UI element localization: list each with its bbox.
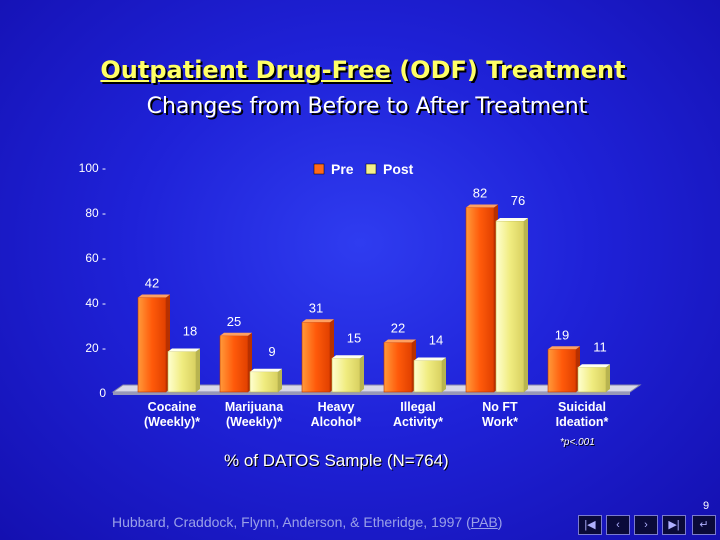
bar-top bbox=[384, 339, 416, 343]
bar-top bbox=[548, 346, 580, 350]
x-tick-label: Heavy bbox=[318, 400, 355, 414]
citation-link[interactable]: PAB bbox=[470, 514, 498, 530]
return-button[interactable]: ↵ bbox=[692, 515, 716, 535]
bar-top bbox=[138, 294, 170, 298]
bar-post bbox=[249, 371, 279, 393]
bar-post bbox=[495, 220, 525, 393]
citation-close: ) bbox=[497, 514, 503, 530]
x-tick-label: Activity* bbox=[393, 415, 443, 429]
bar-side bbox=[278, 368, 282, 392]
citation: Hubbard, Craddock, Flynn, Anderson, & Et… bbox=[112, 514, 502, 530]
data-label: 22 bbox=[391, 321, 405, 336]
data-label: 76 bbox=[511, 193, 525, 208]
bar-side bbox=[360, 355, 364, 392]
bar-top bbox=[578, 364, 610, 368]
bar-pre bbox=[547, 348, 577, 393]
data-label: 18 bbox=[183, 324, 197, 339]
bar-top bbox=[466, 204, 498, 208]
legend-label: Post bbox=[383, 161, 414, 177]
title-underlined-part: Outpatient Drug-Free bbox=[100, 56, 391, 84]
bar-side bbox=[442, 357, 446, 392]
data-label: 19 bbox=[555, 327, 569, 342]
bar-pre bbox=[465, 207, 495, 393]
first-slide-button[interactable]: |◀ bbox=[578, 515, 602, 535]
bar-top bbox=[414, 357, 446, 361]
slide-title: Outpatient Drug-Free (ODF) Treatment bbox=[0, 56, 720, 84]
slide-subtitle: Changes from Before to After Treatment bbox=[146, 94, 588, 119]
data-label: 9 bbox=[268, 344, 275, 359]
data-label: 15 bbox=[347, 330, 361, 345]
y-tick-label: 20 - bbox=[85, 341, 106, 355]
data-label: 14 bbox=[429, 333, 443, 348]
bar-top bbox=[302, 319, 334, 323]
bar-side bbox=[196, 348, 200, 392]
x-tick-label: Marijuana bbox=[225, 400, 284, 414]
data-label: 11 bbox=[593, 339, 607, 354]
last-slide-icon: ▶| bbox=[668, 519, 680, 531]
next-slide-icon: › bbox=[644, 519, 648, 531]
x-tick-label: Ideation* bbox=[556, 415, 609, 429]
bar-post bbox=[331, 357, 361, 393]
bar-top bbox=[250, 368, 282, 372]
next-slide-button[interactable]: › bbox=[634, 515, 658, 535]
bar-pre bbox=[301, 321, 331, 393]
bar-post bbox=[413, 360, 443, 393]
legend-label: Pre bbox=[331, 161, 354, 177]
y-tick-label: 40 - bbox=[85, 296, 106, 310]
x-tick-label: (Weekly)* bbox=[226, 415, 282, 429]
data-label: 42 bbox=[145, 276, 159, 291]
x-tick-label: Illegal bbox=[400, 400, 435, 414]
bar-pre bbox=[219, 335, 249, 393]
return-icon: ↵ bbox=[699, 519, 709, 531]
legend-swatch bbox=[313, 163, 325, 175]
y-tick-label: 80 - bbox=[85, 206, 106, 220]
bar-pre bbox=[137, 297, 167, 393]
x-tick-label: Work* bbox=[482, 415, 518, 429]
previous-slide-icon: ‹ bbox=[616, 519, 620, 531]
last-slide-button[interactable]: ▶| bbox=[662, 515, 686, 535]
first-slide-icon: |◀ bbox=[584, 519, 596, 531]
bar-top bbox=[220, 332, 252, 336]
x-tick-label: (Weekly)* bbox=[144, 415, 200, 429]
bar-top bbox=[168, 348, 200, 352]
x-tick-label: Alcohol* bbox=[311, 415, 362, 429]
bar-post bbox=[577, 366, 607, 393]
x-tick-label: No FT bbox=[482, 400, 518, 414]
y-tick-label: 60 - bbox=[85, 251, 106, 265]
significance-note: *p<.001 bbox=[560, 437, 595, 448]
bar-pre bbox=[383, 342, 413, 393]
sample-label: % of DATOS Sample (N=764) bbox=[224, 451, 449, 470]
bar-side bbox=[606, 364, 610, 392]
legend-swatch bbox=[365, 163, 377, 175]
bar-top bbox=[332, 355, 364, 359]
y-tick-label: 0 bbox=[99, 386, 106, 400]
y-tick-label: 100 - bbox=[79, 161, 106, 175]
data-label: 82 bbox=[473, 186, 487, 201]
bar-top bbox=[496, 218, 528, 221]
title-rest: (ODF) Treatment bbox=[390, 56, 626, 84]
x-tick-label: Suicidal bbox=[558, 400, 606, 414]
bar-post bbox=[167, 351, 197, 393]
citation-text: Hubbard, Craddock, Flynn, Anderson, & Et… bbox=[112, 514, 471, 530]
data-label: 25 bbox=[227, 314, 241, 329]
data-label: 31 bbox=[309, 300, 323, 315]
bar-side bbox=[524, 218, 528, 392]
page-number: 9 bbox=[703, 500, 710, 512]
previous-slide-button[interactable]: ‹ bbox=[606, 515, 630, 535]
x-tick-label: Cocaine bbox=[148, 400, 197, 414]
chart-floor-edge bbox=[113, 392, 630, 395]
